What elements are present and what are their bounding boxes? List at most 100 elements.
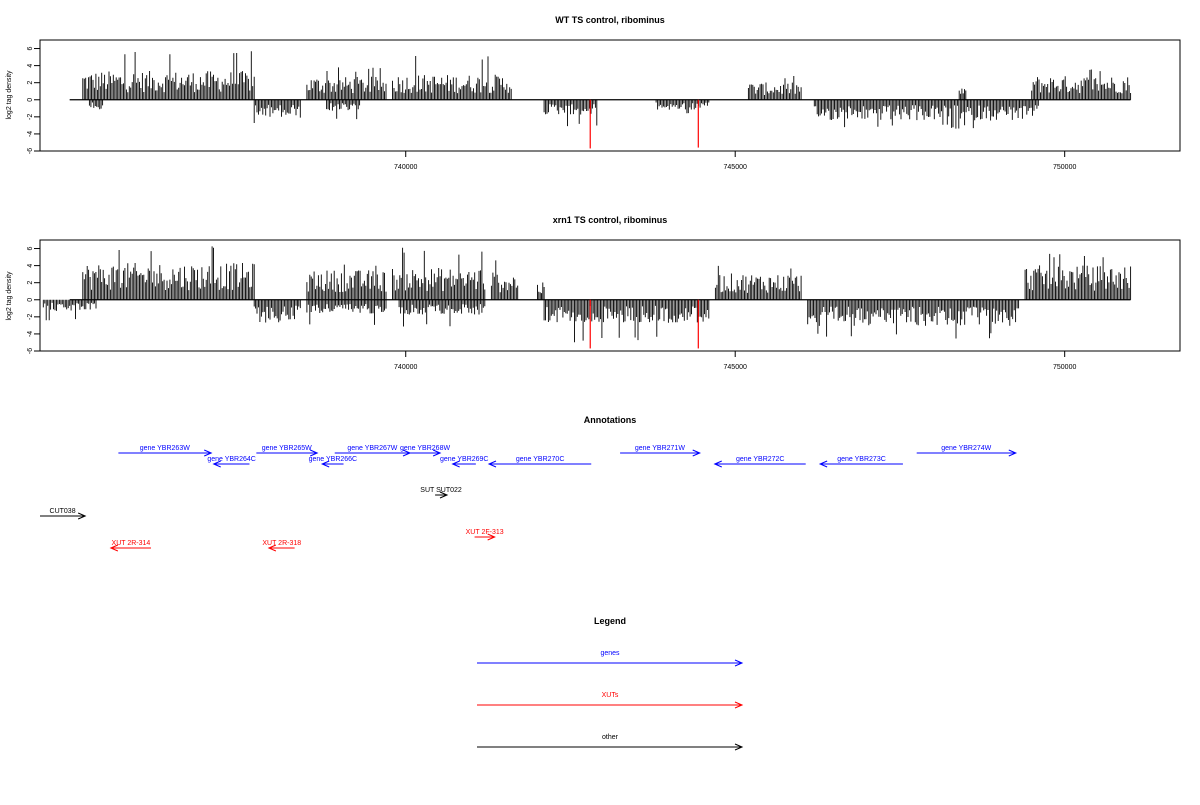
negative-coverage-block: [807, 299, 1020, 339]
negative-coverage-block: [543, 99, 598, 127]
feature-label: XUT 2R-318: [262, 540, 301, 547]
y-tick-label: -6: [27, 348, 34, 354]
feature-label: gene YBR271W: [635, 445, 685, 452]
x-tick-label: 750000: [1053, 164, 1076, 171]
negative-coverage-block: [326, 99, 361, 120]
negative-coverage-block: [253, 99, 301, 123]
x-axis: 740000 745000 750000: [394, 151, 1076, 171]
arrow-right-icon: [734, 701, 744, 709]
arrow-right-icon: [77, 512, 87, 520]
legend-item-xuts: XUTs: [477, 692, 744, 709]
arrow-right-icon: [204, 449, 213, 457]
feature-xut-2r-318[interactable]: XUT 2R-318: [262, 540, 301, 552]
feature-gene-ybr272c[interactable]: gene YBR272C: [713, 456, 806, 468]
y-axis-label: log2 tag density: [6, 271, 13, 321]
feature-gene-ybr265w[interactable]: gene YBR265W: [256, 445, 319, 457]
legend-label: genes: [600, 650, 620, 657]
x-tick-label: 745000: [724, 364, 747, 371]
highlight-lines: [589, 299, 699, 349]
arrow-right-icon: [439, 491, 449, 499]
x-tick-label: 740000: [394, 164, 417, 171]
negative-coverage-block: [88, 99, 104, 110]
y-tick-label: -2: [27, 314, 34, 320]
feature-gene-ybr270c[interactable]: gene YBR270C: [487, 456, 592, 468]
feature-gene-ybr271w[interactable]: gene YBR271W: [620, 445, 701, 457]
arrow-left-icon: [451, 460, 460, 468]
feature-cut038[interactable]: CUT038: [40, 508, 87, 520]
y-tick-label: -4: [27, 131, 34, 137]
arrow-left-icon: [267, 544, 277, 552]
feature-gene-ybr273c[interactable]: gene YBR273C: [818, 456, 903, 468]
arrow-left-icon: [487, 460, 497, 468]
arrow-left-icon: [818, 460, 828, 468]
feature-sut-sut022[interactable]: SUT SUT022: [420, 487, 462, 499]
legend-label: other: [602, 734, 619, 741]
feature-label: gene YBR274W: [941, 445, 991, 452]
y-axis: -6 -4 -2 0 2 4 6: [27, 246, 40, 354]
arrow-left-icon: [212, 460, 221, 468]
feature-label: SUT SUT022: [420, 487, 462, 494]
legend-label: XUTs: [602, 692, 619, 699]
feature-label: gene YBR263W: [140, 445, 190, 452]
feature-gene-ybr263w[interactable]: gene YBR263W: [118, 445, 213, 457]
annotations-title: Annotations: [584, 415, 637, 425]
negative-coverage-block: [543, 299, 710, 343]
y-tick-label: 4: [27, 264, 34, 268]
feature-label: gene YBR267W: [347, 445, 397, 452]
positive-coverage-block: [306, 264, 387, 300]
positive-coverage-block: [714, 265, 802, 300]
panel-title: xrn1 TS control, ribominus: [553, 215, 668, 225]
x-tick-label: 745000: [724, 164, 747, 171]
feature-xut-2f-313[interactable]: XUT 2F-313: [466, 529, 504, 541]
feature-label: XUT 2F-313: [466, 529, 504, 536]
negative-coverage-block: [398, 299, 486, 327]
feature-label: gene YBR266C: [309, 456, 358, 463]
plot-frame: [39, 39, 1181, 152]
negative-coverage-block: [813, 99, 1039, 129]
feature-label: XUT 2R-314: [112, 540, 151, 547]
feature-xut-2r-314[interactable]: XUT 2R-314: [109, 540, 151, 552]
feature-gene-ybr269c[interactable]: gene YBR269C: [440, 456, 489, 468]
arrow-right-icon: [734, 743, 744, 751]
arrow-right-icon: [1008, 449, 1018, 457]
annotations-panel: Annotations gene YBR263W gene YBR264C gene…: [40, 415, 1018, 552]
x-tick-label: 750000: [1053, 364, 1076, 371]
positive-coverage-block: [392, 56, 512, 100]
arrow-left-icon: [320, 460, 330, 468]
negative-coverage-block: [42, 299, 97, 321]
feature-gene-ybr266c[interactable]: gene YBR266C: [309, 456, 358, 468]
y-axis: -6 -4 -2 0 2 4 6: [27, 46, 40, 154]
feature-label: gene YBR269C: [440, 456, 489, 463]
legend: Legend genes XUTs other: [477, 616, 744, 751]
feature-label: gene YBR265W: [262, 445, 312, 452]
positive-coverage-block: [537, 282, 545, 300]
y-tick-label: -6: [27, 148, 34, 154]
positive-coverage-block: [392, 247, 486, 300]
negative-coverage-block: [306, 299, 387, 325]
feature-gene-ybr267w[interactable]: gene YBR267W: [334, 445, 412, 457]
feature-label: gene YBR264C: [207, 456, 256, 463]
xrn1-coverage-panel: xrn1 TS control, ribominus log2 tag dens…: [6, 215, 1181, 371]
feature-label: gene YBR272C: [736, 456, 785, 463]
feature-label: gene YBR268W: [400, 445, 450, 452]
feature-gene-ybr274w[interactable]: gene YBR274W: [916, 445, 1018, 457]
y-tick-label: 6: [27, 246, 34, 250]
feature-gene-ybr264c[interactable]: gene YBR264C: [207, 456, 256, 468]
negative-coverage-block: [655, 99, 710, 114]
x-axis: 740000 745000 750000: [394, 351, 1076, 371]
y-tick-label: 0: [27, 298, 34, 302]
feature-label: CUT038: [50, 508, 76, 515]
y-tick-label: -4: [27, 331, 34, 337]
y-axis-label: log2 tag density: [6, 70, 13, 120]
arrow-right-icon: [692, 449, 701, 457]
coverage-bars: [69, 51, 1132, 129]
y-tick-label: 2: [27, 81, 34, 85]
plot-frame: [39, 239, 1181, 352]
legend-item-genes: genes: [477, 650, 744, 667]
positive-coverage-block: [82, 246, 255, 300]
feature-gene-ybr268w[interactable]: gene YBR268W: [400, 445, 450, 457]
arrow-right-icon: [309, 449, 319, 457]
positive-coverage-block: [82, 51, 255, 100]
